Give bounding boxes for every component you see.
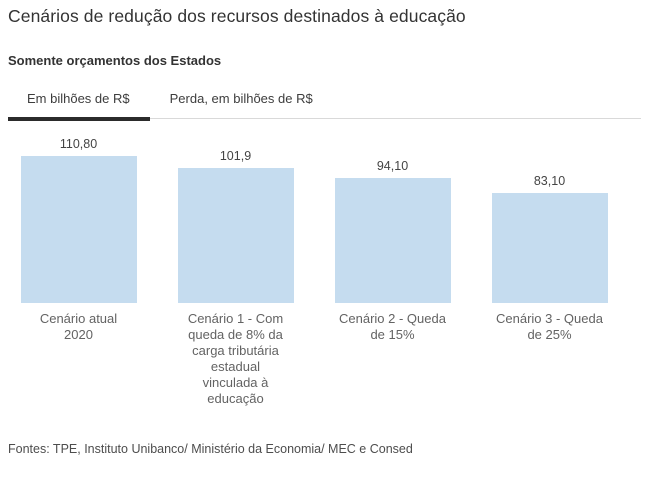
- bar-value-label: 110,80: [59, 137, 98, 151]
- bars-row: 110,80 101,9 94,10 83,10: [0, 121, 628, 303]
- category-label: Cenário 1 - Com queda de 8% da carga tri…: [187, 311, 284, 406]
- bar-column: 101,9: [157, 121, 314, 303]
- chart-subtitle: Somente orçamentos dos Estados: [8, 53, 222, 68]
- bar[interactable]: [20, 156, 137, 303]
- category-labels-row: Cenário atual 2020 Cenário 1 - Com queda …: [0, 303, 628, 407]
- bar-column: 94,10: [314, 121, 471, 303]
- category-label: Cenário 2 - Queda de 15%: [339, 311, 446, 342]
- bar[interactable]: [177, 168, 294, 303]
- bar[interactable]: [334, 178, 451, 303]
- bar-column: 83,10: [471, 121, 628, 303]
- tabs: Em bilhões de R$ Perda, em bilhões de R$: [8, 84, 641, 121]
- bar-value-label: 101,9: [219, 149, 252, 163]
- bar-column: 110,80: [0, 121, 157, 303]
- chart-title: Cenários de redução dos recursos destina…: [8, 6, 466, 26]
- tab-em-bilhoes[interactable]: Em bilhões de R$: [8, 84, 150, 121]
- bar[interactable]: [491, 193, 608, 303]
- bar-value-label: 83,10: [533, 174, 566, 188]
- source-note: Fontes: TPE, Instituto Unibanco/ Ministé…: [8, 442, 413, 456]
- category-label: Cenário 3 - Queda de 25%: [496, 311, 603, 342]
- bar-value-label: 94,10: [376, 159, 409, 173]
- tab-perda-em-bilhoes[interactable]: Perda, em bilhões de R$: [169, 91, 313, 106]
- category-label: Cenário atual 2020: [39, 311, 118, 342]
